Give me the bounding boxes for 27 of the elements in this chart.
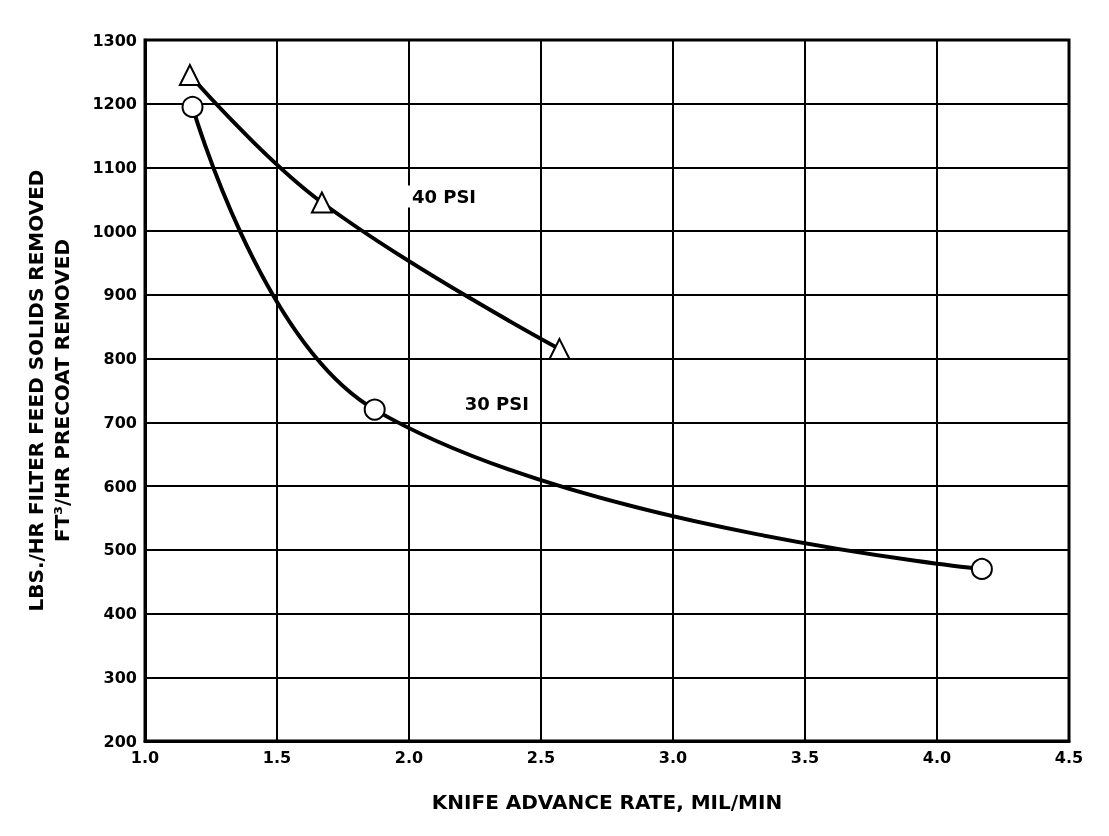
y-axis-title: LBS./HR FILTER FEED SOLIDS REMOVED FT³/HR PRECOAT REMOVED [24,169,74,612]
point [181,95,204,118]
y-tick-label: 1200 [92,94,137,114]
point [970,557,993,580]
x-tick-label: 2.0 [394,747,424,767]
point [310,191,333,214]
text: 40 PSI [411,186,477,207]
y-tick-label: 1100 [92,157,137,177]
y-tick-label: 1300 [92,30,137,50]
y-tick-label: 500 [103,540,137,560]
x-axis-title: KNIFE ADVANCE RATE, MIL/MIN [431,790,783,814]
x-tick-label: 3.5 [790,747,820,767]
x-tick-label: 3.0 [658,747,688,767]
point [178,64,201,87]
x-tick-label: 4.0 [922,747,952,767]
x-tick-label: 2.5 [526,747,556,767]
y-tick-label: 400 [103,604,137,624]
series-label: 30 PSI [464,393,529,415]
y-tick-label: 900 [103,285,137,305]
point [363,398,386,421]
y-tick-label: 700 [103,412,137,432]
x-tick-label: 1.5 [262,747,292,767]
x-tick-label: 4.5 [1054,747,1084,767]
y-tick-label: 300 [103,667,137,687]
y-tick-label: 1000 [92,221,137,241]
y-tick-label: 600 [103,476,137,496]
y-tick-label: 800 [103,349,137,369]
